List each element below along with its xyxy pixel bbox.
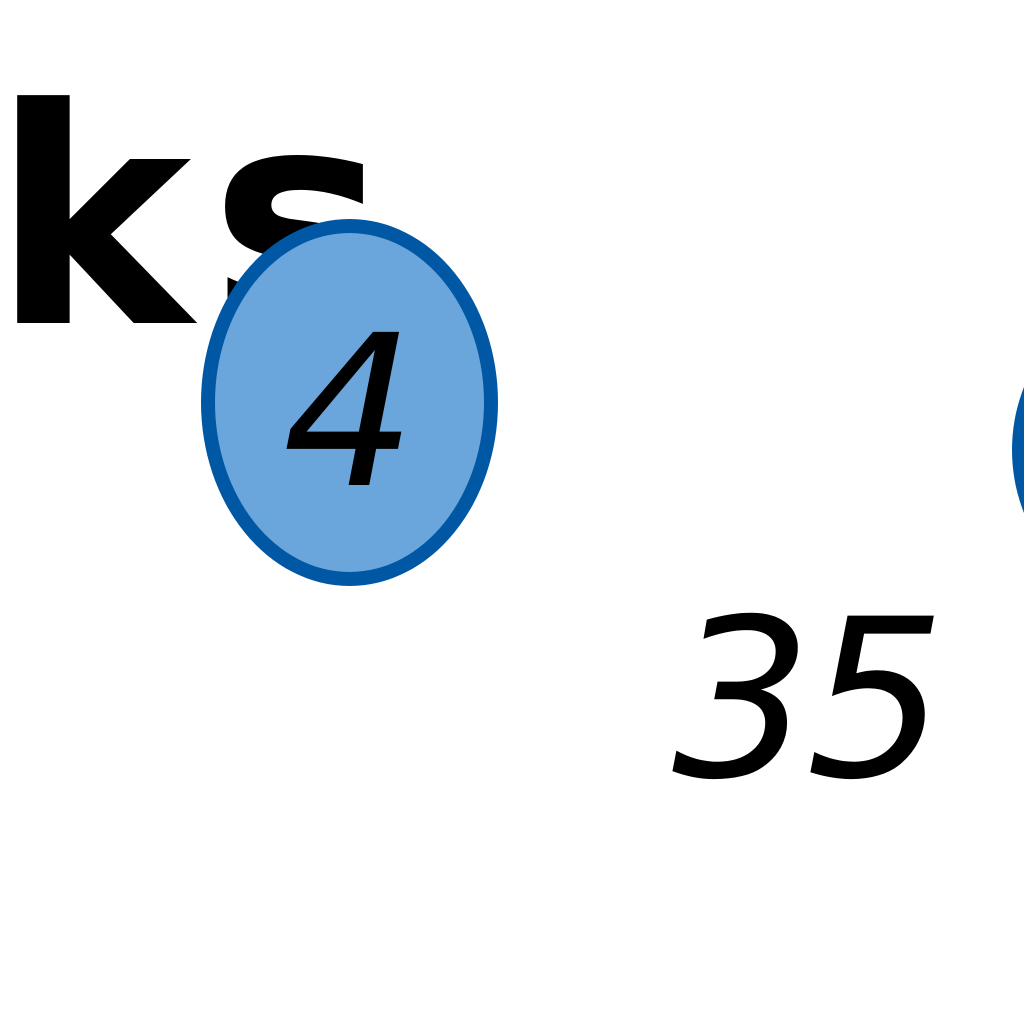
graph-node-label: 4 (282, 289, 417, 535)
graph-node: 4 (201, 219, 498, 586)
edge-weight-label: 35 (672, 572, 946, 828)
graph-node-partial (1012, 300, 1024, 600)
